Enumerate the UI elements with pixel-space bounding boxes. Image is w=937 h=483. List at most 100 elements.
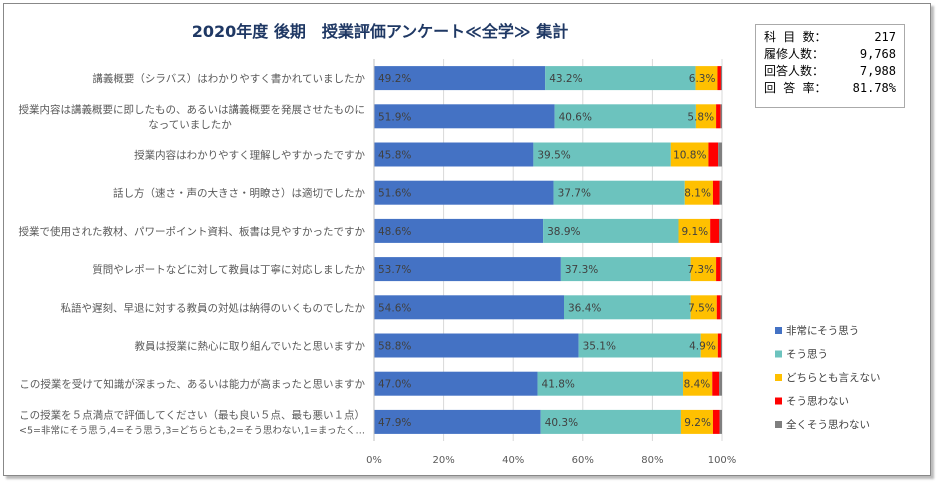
stat-row: 科 目 数： 217	[764, 29, 896, 46]
stat-row: 回答人数： 7,988	[764, 63, 896, 80]
category-label: この授業を５点満点で評価してください（最も良い５点、最も悪い１点）	[19, 408, 365, 421]
stat-value: 217	[874, 30, 896, 44]
bar-segment	[374, 409, 541, 434]
data-label: 54.6%	[378, 302, 411, 314]
category-label: 授業内容は講義概要に即したもの、あるいは講義概要を発展させたものに	[19, 103, 366, 116]
category-label: 講義概要（シラバス）はわかりやすく書かれていましたか	[92, 72, 365, 85]
legend-swatch	[775, 327, 782, 334]
data-label: 8.4%	[684, 379, 711, 391]
x-tick-label: 40%	[502, 455, 524, 466]
data-label: 4.9%	[689, 341, 716, 353]
category-label: この授業を受けて知識が深まった、あるいは能力が高まったと思いますか	[19, 378, 365, 391]
bar-segment	[720, 104, 722, 129]
data-label: 9.2%	[684, 417, 711, 429]
data-label: 36.4%	[568, 302, 601, 314]
bar-segment	[712, 180, 720, 205]
category-label: 教員は授業に熱心に取り組んでいたと思いますか	[135, 340, 366, 353]
bar-segment	[700, 333, 718, 358]
legend-swatch	[775, 397, 782, 405]
bar-segment	[560, 257, 691, 282]
bar-segment	[374, 371, 538, 396]
data-label: 6.3%	[689, 73, 716, 85]
category-label: 授業で使用された教材、パワーポイント資料、板書は見やすかったですか	[19, 225, 366, 238]
data-label: 41.8%	[542, 379, 575, 391]
bar-segment	[533, 142, 671, 167]
category-label: 私語や遅刻、早退に対する教員の対処は納得のいくものでしたか	[61, 301, 366, 314]
data-label: 53.7%	[378, 264, 411, 276]
bar-segment	[678, 218, 711, 243]
stat-label: 科 目 数：	[764, 30, 827, 44]
bar-segment	[680, 409, 713, 434]
x-tick-label: 0%	[366, 455, 382, 466]
legend-label: 全くそう思わない	[786, 418, 870, 431]
stats-box: 科 目 数： 217 履修人数： 9,768 回答人数： 7,988 回 答 率： 81…	[755, 24, 905, 108]
bar-segment	[683, 371, 713, 396]
data-label: 37.3%	[565, 264, 598, 276]
bar-segment	[716, 295, 721, 320]
stat-row: 履修人数： 9,768	[764, 46, 896, 63]
data-label: 49.2%	[378, 73, 411, 85]
data-label: 51.6%	[378, 188, 411, 200]
legend-swatch	[775, 421, 782, 428]
bar-segment	[690, 295, 717, 320]
legend-swatch	[775, 350, 782, 358]
data-label: 45.8%	[378, 150, 411, 162]
data-label: 35.1%	[583, 341, 616, 353]
data-label: 38.9%	[547, 226, 580, 238]
bar-segment	[716, 257, 721, 282]
data-label: 47.9%	[378, 417, 411, 429]
stat-label: 回答人数：	[764, 64, 825, 78]
bar-segment	[374, 333, 579, 358]
bar-segment	[712, 371, 720, 396]
chart-title: 2020年度 後期 授業評価アンケート≪全学≫ 集計	[191, 22, 569, 41]
bar-segment	[695, 104, 717, 129]
bar-segment	[684, 180, 713, 205]
bar-segment	[719, 218, 722, 243]
legend-label: そう思わない	[786, 396, 849, 408]
data-label: 10.8%	[673, 150, 706, 162]
bar-segment	[374, 104, 555, 129]
bar-segment	[717, 333, 721, 358]
stat-label: 履修人数：	[764, 47, 825, 61]
bar-segment	[374, 142, 534, 167]
data-label: 37.7%	[558, 188, 591, 200]
bar-segment	[537, 371, 684, 396]
bar-segment	[719, 409, 722, 434]
bar-segment	[719, 180, 722, 205]
bar-segment	[543, 218, 679, 243]
bar-segment	[578, 333, 701, 358]
bar-segment	[670, 142, 709, 167]
data-label: 58.8%	[378, 341, 411, 353]
bar-segment	[710, 218, 720, 243]
category-label: 話し方（速さ・声の大きさ・明瞭さ）は適切でしたか	[113, 187, 365, 200]
data-label: 51.9%	[378, 111, 411, 123]
data-label: 8.1%	[684, 188, 711, 200]
category-label: <5=非常にそう思う,4=そう思う,3=どちらとも,2=そう思わない,1=まった…	[19, 424, 365, 436]
data-label: 40.3%	[545, 417, 578, 429]
bar-segment	[695, 66, 718, 91]
stat-value: 81.78%	[852, 81, 896, 95]
stat-value: 9,768	[859, 47, 896, 61]
category-label: なっていましたか	[148, 119, 232, 131]
bar-segment	[719, 371, 722, 396]
legend-label: そう思う	[786, 349, 828, 361]
bar-segment	[564, 295, 691, 320]
bar-segment	[720, 333, 722, 358]
legend-label: 非常にそう思う	[786, 324, 859, 337]
bar-segment	[374, 257, 561, 282]
bar-segment	[720, 257, 722, 282]
data-label: 47.0%	[378, 379, 411, 391]
x-tick-label: 60%	[572, 455, 594, 466]
data-label: 5.8%	[687, 111, 714, 123]
bar-segment	[690, 257, 717, 282]
bar-segment	[717, 66, 721, 91]
data-label: 7.5%	[688, 302, 715, 314]
bar-segment	[554, 104, 696, 129]
x-tick-label: 80%	[641, 455, 663, 466]
bar-segment	[374, 218, 544, 243]
bar-segment	[708, 142, 719, 167]
bar-segment	[374, 180, 554, 205]
bar-segment	[718, 142, 722, 167]
x-tick-label: 100%	[708, 455, 737, 466]
